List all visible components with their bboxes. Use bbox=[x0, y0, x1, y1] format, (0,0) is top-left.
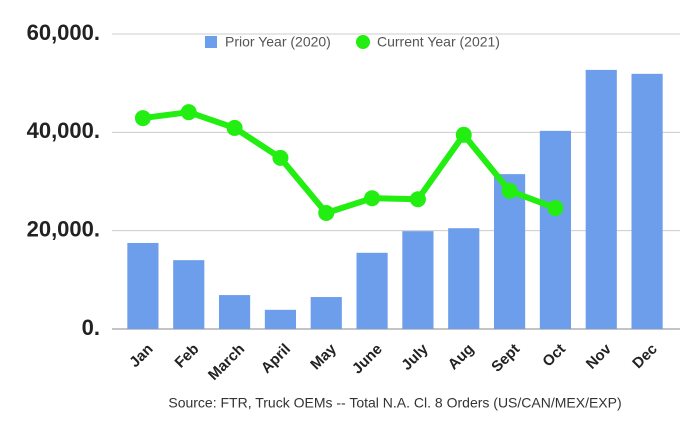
legend-label: Current Year (2021) bbox=[377, 34, 500, 50]
bar bbox=[448, 228, 480, 329]
y-tick-label: 60,000. bbox=[27, 20, 100, 45]
bar bbox=[402, 231, 434, 329]
line-marker bbox=[547, 200, 564, 217]
bar bbox=[219, 295, 251, 329]
y-tick-label: 40,000. bbox=[27, 118, 100, 143]
line-marker bbox=[455, 126, 472, 143]
source-note: Source: FTR, Truck OEMs -- Total N.A. Cl… bbox=[168, 395, 621, 411]
legend-swatch bbox=[356, 35, 370, 49]
y-tick-label: 0. bbox=[82, 315, 100, 340]
bar bbox=[310, 297, 342, 329]
x-tick-label: March bbox=[205, 341, 248, 384]
x-tick-label: Aug bbox=[445, 341, 478, 374]
line-marker bbox=[226, 119, 243, 136]
legend-swatch bbox=[205, 36, 217, 48]
bar bbox=[173, 260, 205, 329]
x-tick-label: Sept bbox=[488, 341, 523, 376]
bar bbox=[585, 69, 617, 330]
x-tick-label: Oct bbox=[539, 341, 569, 371]
bar bbox=[539, 130, 571, 329]
line-marker bbox=[501, 182, 518, 199]
x-tick-label: June bbox=[349, 341, 386, 378]
bar bbox=[631, 73, 663, 329]
x-tick-label: Dec bbox=[629, 341, 660, 372]
x-tick-label: July bbox=[398, 340, 432, 374]
line-marker bbox=[134, 110, 151, 127]
bar bbox=[494, 174, 526, 329]
bar bbox=[356, 252, 388, 329]
x-tick-label: May bbox=[307, 340, 340, 373]
bar bbox=[264, 309, 296, 329]
line-marker bbox=[272, 149, 289, 166]
x-tick-label: April bbox=[258, 341, 294, 377]
legend-label: Prior Year (2020) bbox=[225, 34, 331, 50]
x-tick-label: Nov bbox=[583, 340, 616, 373]
line-marker bbox=[318, 204, 335, 221]
y-tick-label: 20,000. bbox=[27, 216, 100, 241]
line-marker bbox=[180, 104, 197, 121]
line bbox=[142, 109, 557, 216]
x-tick-label: Feb bbox=[172, 341, 203, 372]
line-marker bbox=[364, 190, 381, 207]
x-tick-label: Jan bbox=[126, 341, 156, 371]
line-marker bbox=[409, 191, 426, 208]
bar bbox=[127, 242, 159, 329]
